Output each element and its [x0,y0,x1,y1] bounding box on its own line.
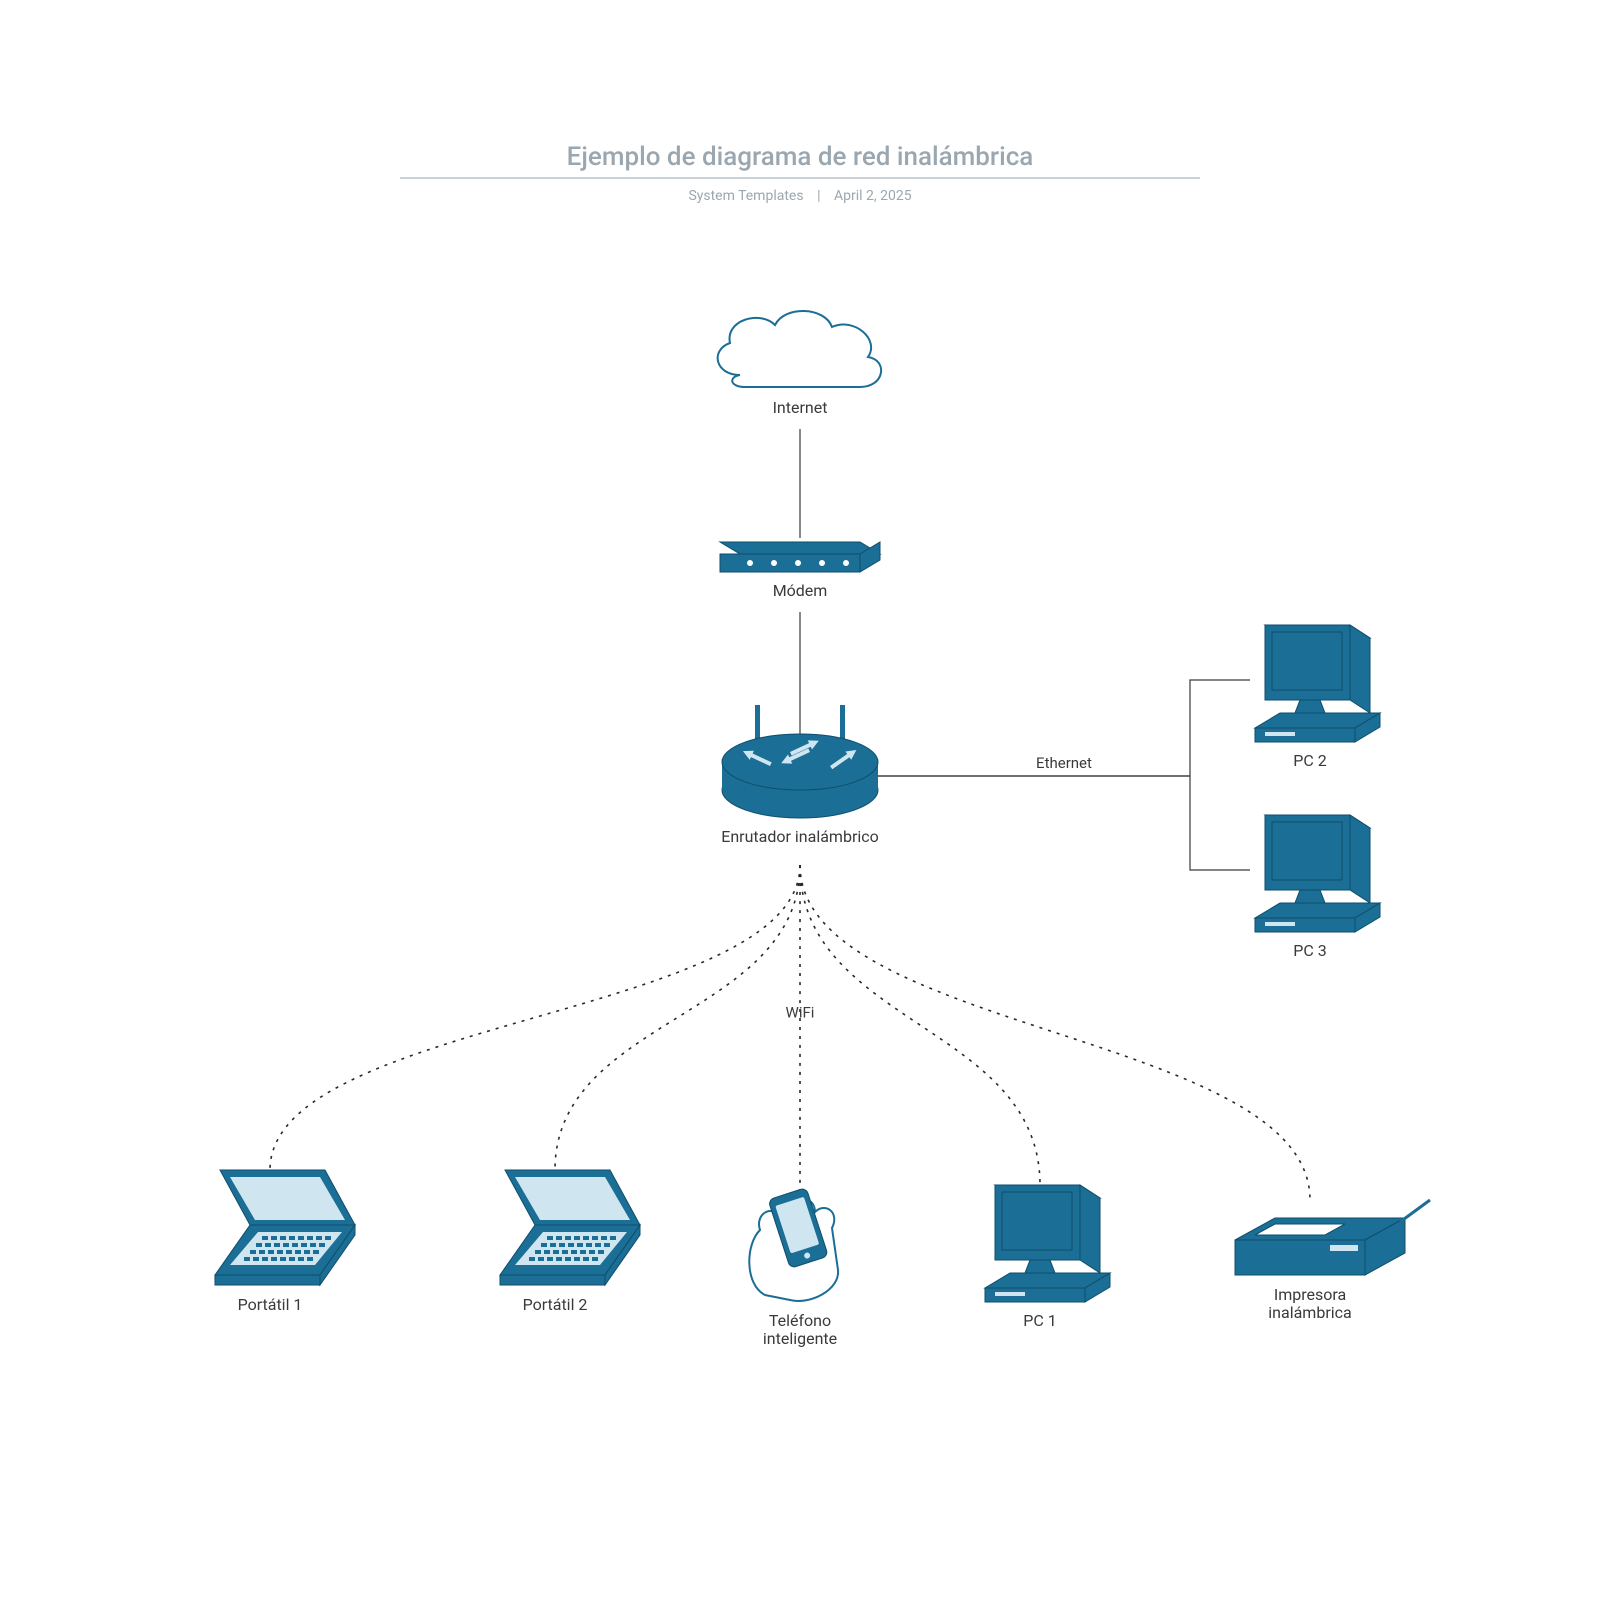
node-internet: Internet [718,311,881,417]
node-laptop1: Portátil 1 [215,1170,355,1314]
node-printer: Impresorainalámbrica [1235,1200,1430,1322]
node-label: Portátil 1 [238,1295,303,1314]
diagram-subtitle: System Templates | April 2, 2025 [688,188,911,204]
node-label: Módem [773,581,828,600]
edge-router-laptop2 [555,865,800,1170]
network-diagram: Ejemplo de diagrama de red inalámbrica S… [0,0,1600,1600]
edge-router-printer [800,865,1310,1200]
edge-label-ethernet: Ethernet [1036,754,1092,772]
node-label: Portátil 2 [523,1295,588,1314]
subtitle-left: System Templates [688,188,803,204]
diagram-title: Ejemplo de diagrama de red inalámbrica [567,142,1034,172]
edge-label-wifi: WiFi [786,1004,815,1022]
node-pc2: PC 2 [1255,625,1380,770]
header: Ejemplo de diagrama de red inalámbrica S… [400,142,1200,204]
node-laptop2: Portátil 2 [500,1170,640,1314]
node-phone: Teléfonointeligente [749,1188,838,1348]
node-label: PC 2 [1293,751,1326,770]
node-modem: Módem [720,542,880,600]
subtitle-right: April 2, 2025 [834,188,912,204]
node-label: PC 1 [1023,1311,1056,1330]
node-label: Impresorainalámbrica [1268,1285,1351,1322]
node-label: Teléfonointeligente [763,1311,837,1348]
cloud-icon [718,311,881,387]
nodes-layer: Internet Módem Enrutador inalámbrico PC 2 PC… [215,311,1430,1348]
edge-router-pc3 [878,776,1250,870]
node-label: Internet [773,398,828,417]
node-label: Enrutador inalámbrico [721,827,879,846]
edge-router-laptop1 [270,865,800,1170]
node-pc3: PC 3 [1255,815,1380,960]
node-label: PC 3 [1293,941,1326,960]
node-pc1: PC 1 [985,1185,1110,1330]
edge-router-pc1 [800,865,1040,1185]
